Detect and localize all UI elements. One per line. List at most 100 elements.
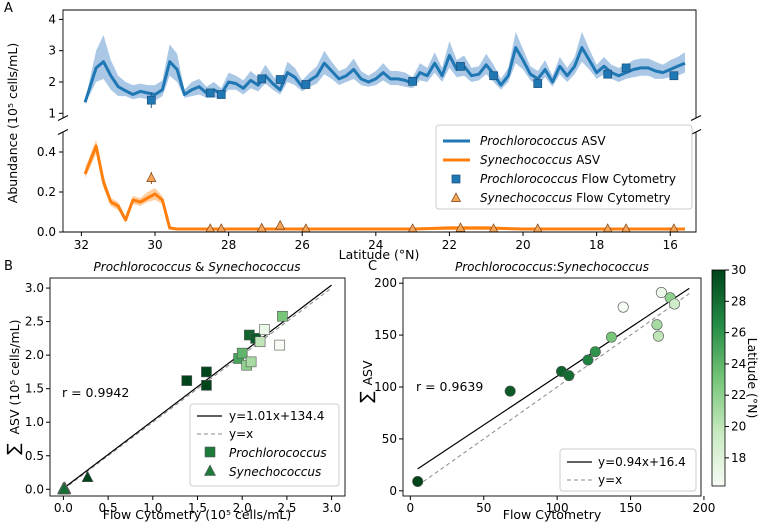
syn-point: [58, 482, 71, 495]
panel-a-xlabel: Latitude (°N): [339, 247, 420, 262]
ratio-point: [669, 298, 681, 310]
panel-b-xtick-label: 3.0: [322, 501, 341, 515]
panel-c-r-annotation: r = 0.9639: [416, 379, 483, 394]
panel-a-top-ytick-label: 1: [48, 106, 56, 120]
panel-b-title-part1: Prochlorococcus: [94, 260, 192, 274]
colorbar-tick-label: 26: [731, 326, 746, 340]
syn-fcm-point: [533, 223, 543, 232]
ratio-point: [651, 319, 663, 331]
panel-c-xtick-label: 200: [692, 501, 715, 515]
panel-a-top-ytick-label: 4: [48, 12, 56, 26]
legend-c-fit-label: y=0.94x+16.4: [598, 455, 686, 469]
panel-a-bottom-ytick-label: 0.0: [37, 225, 56, 239]
panel-c-xlabel: Flow Cytometry: [503, 507, 602, 522]
ratio-point: [563, 370, 575, 382]
syn-fcm-point: [407, 223, 418, 232]
panel-a-xtick-label: 30: [147, 238, 162, 252]
panel-c-ytick-label: 150: [374, 328, 397, 342]
panel-b-xtick-label: 2.5: [277, 501, 296, 515]
panel-c-xtick-label: 0: [407, 501, 415, 515]
pro-fcm-point: [456, 61, 465, 71]
panel-a-top-ytick-label: 3: [48, 44, 56, 58]
pro-asv-line: [83, 46, 686, 103]
panel-label-b: B: [4, 259, 13, 274]
syn-point: [81, 470, 94, 483]
colorbar-label: Latitude (°N): [745, 338, 760, 419]
legend-b-identity-label: y=x: [229, 427, 253, 441]
panel-b-ytick-label: 0.0: [25, 482, 44, 496]
axis-break-mark: [690, 115, 702, 121]
panel-b-ylabel-sigma: ∑: [4, 443, 24, 455]
panel-c-legend-box: [559, 448, 697, 492]
ratio-point: [412, 475, 424, 487]
panel-b-xlabel: Flow Cytometry (10⁵ cells/mL): [103, 507, 291, 522]
colorbar-tick-label: 30: [731, 263, 746, 277]
colorbar-tick-label: 24: [731, 357, 746, 371]
colorbar-tick-label: 28: [731, 294, 746, 308]
syn-fcm-point: [216, 223, 226, 232]
axis-break-mark: [57, 115, 69, 121]
panel-c-ytick-label: 50: [382, 432, 397, 446]
panel-b-ytick-label: 0.5: [25, 449, 44, 463]
ratio-point: [605, 331, 617, 343]
pro-point: [236, 347, 248, 359]
legend-syn-fcm-label: Synechococcus Flow Cytometry: [480, 191, 671, 205]
ratio-point: [504, 385, 516, 397]
legend-syn-fcm-label-part: Flow Cytometry: [572, 191, 670, 205]
pro-point: [181, 375, 193, 386]
legend-c-identity-label: y=x: [598, 473, 622, 487]
panel-a-legend-box: [435, 124, 693, 210]
panel-c-xtick-label: 150: [619, 501, 642, 515]
syn-fcm-point: [205, 223, 215, 232]
legend-syn-asv-label-part: Synechococcus: [480, 153, 572, 167]
legend-pro-fcm-label-part: Prochlorococcus: [480, 172, 578, 186]
pro-fcm-point: [301, 80, 311, 89]
pro-point: [201, 380, 212, 391]
panel-c-legend: y=0.94x+16.4 y=x: [559, 448, 697, 492]
panel-b-r-annotation: r = 0.9942: [62, 385, 129, 400]
legend-pro-asv-label: Prochlorococcus ASV: [480, 134, 606, 148]
syn-fcm-point: [301, 223, 311, 232]
panel-label-a: A: [4, 1, 13, 16]
panel-a-xtick-label: 20: [515, 238, 530, 252]
panel-b-title: Prochlorococcus & Synechococcus: [94, 260, 301, 274]
panel-a-xtick-label: 26: [295, 238, 310, 252]
panel-c-title-part1: Prochlorococcus: [455, 260, 553, 274]
panel-a-xtick-label: 32: [74, 238, 89, 252]
panel-c-ylabel-sigma: ∑: [357, 391, 377, 403]
legend-syn-asv-label: Synechococcus ASV: [480, 153, 601, 167]
pro-fcm-point: [669, 71, 679, 81]
panel-b-xtick-label: 0.5: [99, 501, 118, 515]
ratio-point: [589, 346, 601, 358]
syn-fcm-point: [603, 223, 613, 232]
syn-fcm-point: [621, 223, 631, 232]
ratio-point: [652, 330, 664, 342]
panel-c-fit-line: [417, 287, 690, 470]
legend-pro-fcm-label: Prochlorococcus Flow Cytometry: [480, 172, 676, 186]
pro-fcm-point: [533, 79, 543, 88]
panel-c-ytick-label: 100: [374, 380, 397, 394]
syn-fcm-point: [669, 223, 679, 232]
pro-point: [277, 310, 288, 322]
panel-a-chart: 1 2 3 4 0.0 0.2 0.4 32 30 28 26 24 22 20 18 16 Latitude…: [5, 9, 702, 262]
pro-fcm-point: [408, 77, 417, 86]
axis-break-mark: [57, 129, 69, 135]
ratio-point: [617, 301, 629, 313]
panel-c-title-part3: Synechococcus: [557, 260, 649, 274]
pro-point: [259, 324, 270, 335]
ratio-point: [655, 287, 667, 299]
ratio-point: [582, 354, 594, 366]
panel-c-xtick-label: 100: [546, 501, 569, 515]
legend-pro-asv-label-part: Prochlorococcus: [480, 134, 578, 148]
panel-b-xtick-label: 2.0: [233, 501, 252, 515]
colorbar-tick-label: 18: [731, 451, 746, 465]
legend-b-syn-label: Synechococcus: [229, 465, 321, 479]
colorbar-gradient: [711, 269, 726, 487]
pro-fcm-point: [275, 75, 285, 84]
pro-fcm-point: [603, 69, 613, 79]
syn-fcm-point: [275, 219, 286, 230]
pro-fcm-point: [146, 95, 156, 105]
pro-point: [245, 356, 257, 368]
panel-b-title-part3: Synechococcus: [208, 260, 300, 274]
panel-b-legend: y=1.01x+134.4 y=x Prochlorococcus Synechoco…: [189, 403, 340, 487]
